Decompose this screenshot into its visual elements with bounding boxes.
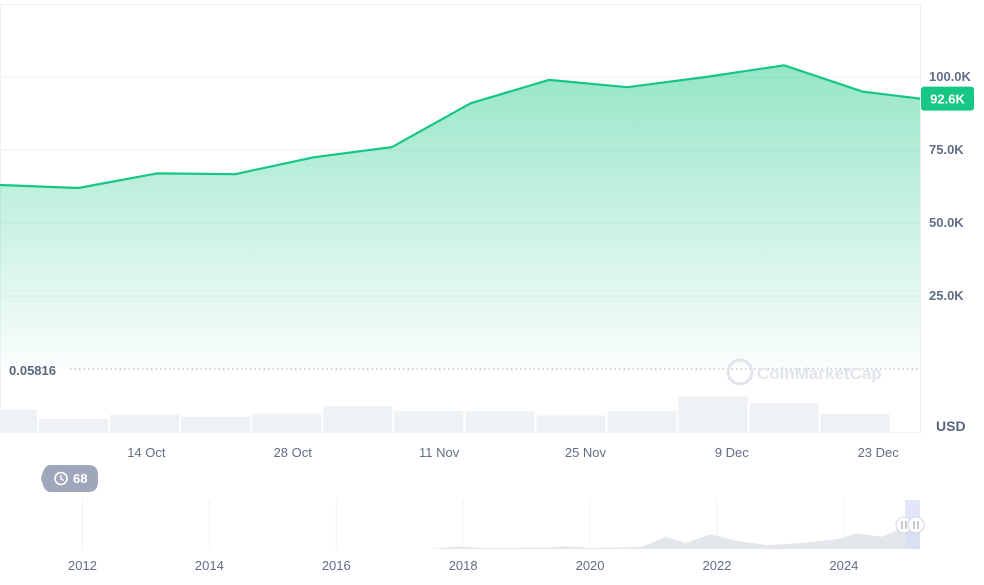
volume-bar-2 <box>110 414 180 432</box>
x-tick-label-1: 28 Oct <box>274 445 313 460</box>
events-badge-bg[interactable] <box>41 465 98 492</box>
volume-bar-6 <box>394 411 464 432</box>
events-badge[interactable]: 68 <box>41 465 98 492</box>
navigator-year-label-3: 2018 <box>449 558 478 573</box>
price-area <box>0 65 920 370</box>
currency-label: USD <box>936 418 966 434</box>
x-tick-label-3: 25 Nov <box>565 445 607 460</box>
volume-bar-8 <box>536 415 606 432</box>
navigator-history-area <box>0 527 920 549</box>
volume-bar-5 <box>323 406 393 432</box>
baseline-label: 0.05816 <box>9 363 56 378</box>
volume-bar-3 <box>181 416 251 432</box>
price-line <box>0 64 921 190</box>
navigator-frame <box>0 500 920 549</box>
current-price-badge-bg <box>921 86 974 111</box>
events-count: 68 <box>73 471 87 486</box>
history-clock-icon <box>54 471 68 486</box>
navigator-handle[interactable] <box>895 516 925 534</box>
navigator-year-label-4: 2020 <box>576 558 605 573</box>
y-tick-label-3: 100.0K <box>929 69 972 84</box>
volume-bar-10 <box>678 396 748 432</box>
x-tick-label-2: 11 Nov <box>419 445 460 460</box>
current-price-badge: 92.6K <box>921 86 974 111</box>
x-axis-labels: 14 Oct 28 Oct 11 Nov 25 Nov 9 Dec 23 Dec <box>127 445 899 460</box>
watermark-text: CoinMarketCap <box>757 364 882 383</box>
volume-bar-9 <box>607 411 677 432</box>
current-price-value: 92.6K <box>930 92 965 107</box>
navigator-year-label-6: 2024 <box>829 558 858 573</box>
history-clock-hands <box>60 475 65 482</box>
volume-bar-4 <box>252 413 322 432</box>
y-axis-labels: 25.0K 50.0K 75.0K 100.0K <box>929 69 972 303</box>
range-navigator[interactable] <box>0 500 925 549</box>
navigator-handle-right-icon[interactable] <box>907 516 925 534</box>
coinmarketcap-logo-icon <box>726 358 754 386</box>
navigator-year-label-5: 2022 <box>703 558 732 573</box>
x-tick-label-4: 9 Dec <box>715 445 749 460</box>
y-tick-label-0: 25.0K <box>929 288 964 303</box>
volume-bars <box>0 396 890 432</box>
x-tick-label-0: 14 Oct <box>127 445 166 460</box>
volume-bar-11 <box>749 403 819 432</box>
navigator-year-label-0: 2012 <box>68 558 97 573</box>
x-tick-label-5: 23 Dec <box>858 445 900 460</box>
coinmarketcap-watermark: CoinMarketCap <box>726 358 882 386</box>
volume-bar-12 <box>820 414 890 432</box>
navigator-year-label-2: 2016 <box>322 558 351 573</box>
volume-bar-0 <box>0 409 38 432</box>
y-tick-label-2: 75.0K <box>929 142 964 157</box>
volume-bar-7 <box>465 411 535 432</box>
navigator-year-label-1: 2014 <box>195 558 224 573</box>
volume-bar-1 <box>39 419 109 432</box>
y-tick-label-1: 50.0K <box>929 215 964 230</box>
navigator-year-labels: 2012 2014 2016 2018 2020 2022 2024 <box>68 558 858 573</box>
